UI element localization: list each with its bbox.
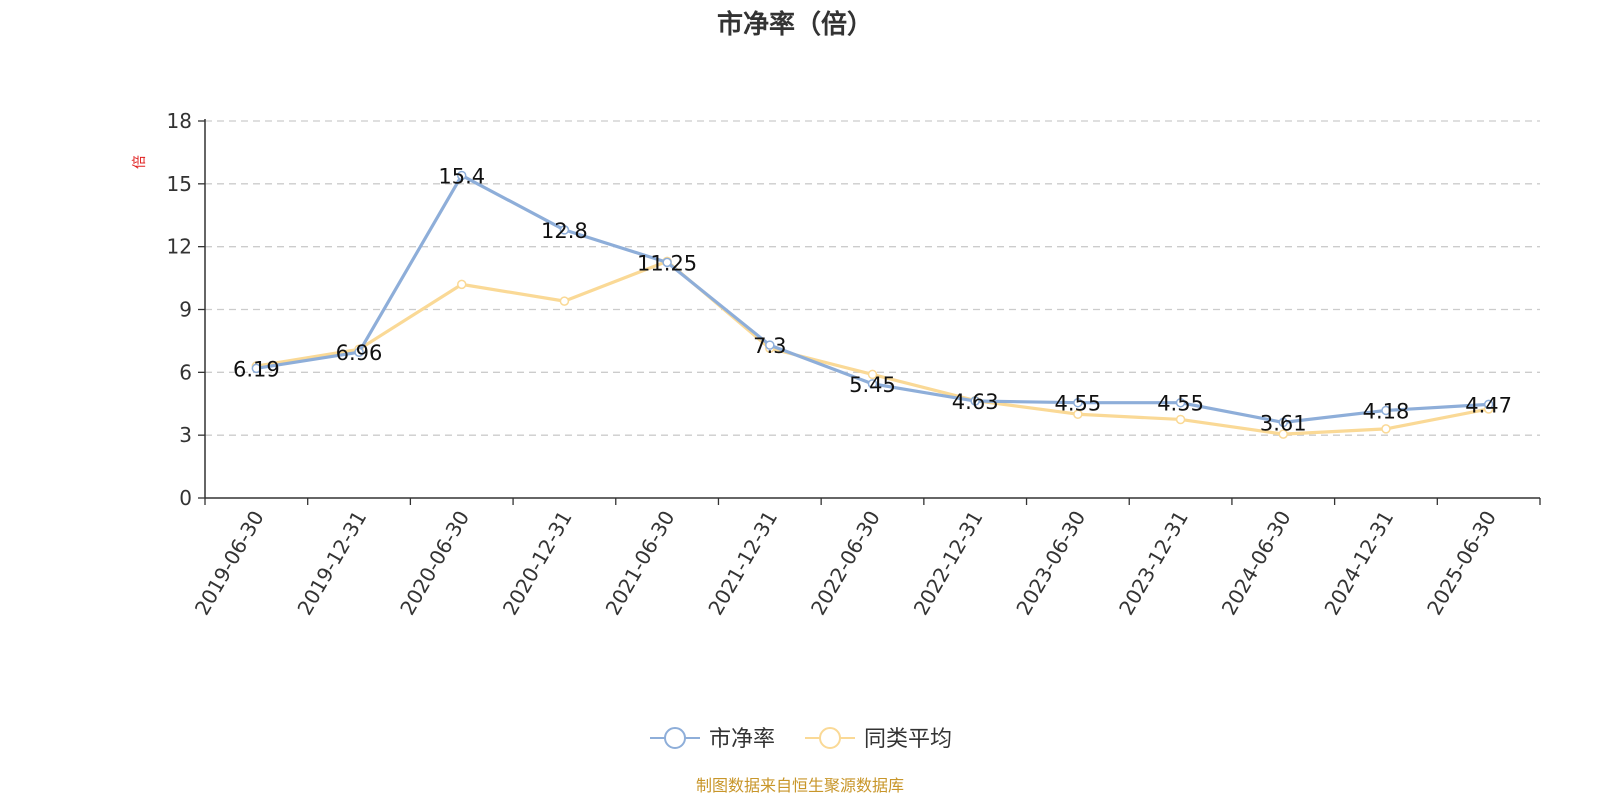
series-point[interactable]	[867, 369, 878, 380]
series-point[interactable]	[354, 347, 364, 357]
data-label: 5.45	[849, 373, 896, 397]
data-label: 4.63	[952, 390, 999, 414]
series-point[interactable]	[1483, 399, 1494, 410]
x-tick-label: 2020-12-31	[498, 507, 577, 620]
x-tick-label: 2019-06-30	[190, 507, 269, 620]
data-label: 4.55	[1157, 392, 1204, 416]
data-label: 4.47	[1465, 393, 1512, 417]
y-tick-label: 0	[179, 486, 192, 510]
legend[interactable]: 市净率 同类平均	[650, 727, 952, 752]
y-tick-label: 15	[167, 172, 192, 196]
series-point[interactable]	[1175, 397, 1186, 408]
y-tick-label: 9	[179, 298, 192, 322]
source-note: 制图数据来自恒生聚源数据库	[696, 776, 904, 795]
series-point[interactable]	[1278, 417, 1289, 428]
series-point[interactable]	[1381, 405, 1391, 416]
y-axis-unit-label: 倍	[132, 155, 148, 169]
series-point[interactable]	[456, 170, 467, 181]
x-tick-label: 2020-06-30	[395, 507, 474, 620]
data-label: 6.19	[233, 357, 280, 381]
legend-marker	[664, 727, 686, 749]
legend-marker	[819, 727, 841, 749]
x-tick-label: 2024-12-31	[1319, 507, 1398, 620]
legend-item-1[interactable]: 同类平均	[805, 727, 952, 752]
y-tick-label: 18	[167, 109, 192, 133]
data-label: 6.96	[336, 341, 383, 365]
series-point[interactable]	[1073, 409, 1083, 419]
series-point[interactable]	[1073, 397, 1083, 408]
legend-item-0[interactable]: 市净率	[650, 727, 775, 752]
chart-title: 市净率（倍）	[717, 9, 873, 40]
data-label: 4.55	[1055, 392, 1102, 416]
data-label: 12.8	[541, 219, 588, 243]
data-label: 11.25	[637, 251, 697, 275]
data-labels: 6.19 6.96 15.4 12.8 11.25 7.3 5.45 4.63 4.55 4.55…	[233, 164, 1512, 435]
data-label: 4.18	[1363, 399, 1410, 423]
series-point[interactable]	[867, 379, 878, 389]
x-tick-label: 2021-06-30	[601, 507, 680, 620]
x-tick-label: 2023-12-31	[1114, 507, 1193, 620]
series-point[interactable]	[970, 396, 980, 406]
legend-label: 市净率	[709, 727, 775, 752]
y-tick-label: 6	[179, 360, 192, 384]
series-point[interactable]	[1175, 414, 1186, 425]
series-point[interactable]	[662, 257, 672, 268]
series-point[interactable]	[765, 340, 775, 350]
x-tick-label: 2022-12-31	[909, 507, 988, 620]
series-point[interactable]	[559, 225, 570, 235]
series-point[interactable]	[1278, 429, 1289, 439]
series-point[interactable]	[251, 363, 262, 374]
series-line	[254, 259, 1491, 436]
x-tick-label: 2025-06-30	[1422, 507, 1501, 620]
series-group	[251, 170, 1494, 439]
x-tick-label: 2022-06-30	[806, 507, 885, 620]
grid-lines	[205, 120, 1540, 436]
y-tick-label: 3	[179, 423, 192, 447]
series-0	[251, 170, 1494, 428]
x-tick-label: 2021-12-31	[703, 507, 782, 620]
data-label: 7.3	[753, 334, 786, 358]
data-label: 3.61	[1260, 411, 1307, 435]
y-tick-label: 12	[167, 235, 192, 259]
x-tick-label: 2023-06-30	[1011, 507, 1090, 620]
series-point[interactable]	[456, 279, 467, 290]
data-label: 15.4	[438, 164, 485, 188]
x-tick-label: 2024-06-30	[1217, 507, 1296, 620]
series-point[interactable]	[1381, 424, 1391, 434]
series-point[interactable]	[559, 296, 570, 306]
legend-label: 同类平均	[864, 727, 952, 752]
x-tick-label: 2019-12-31	[292, 507, 371, 620]
